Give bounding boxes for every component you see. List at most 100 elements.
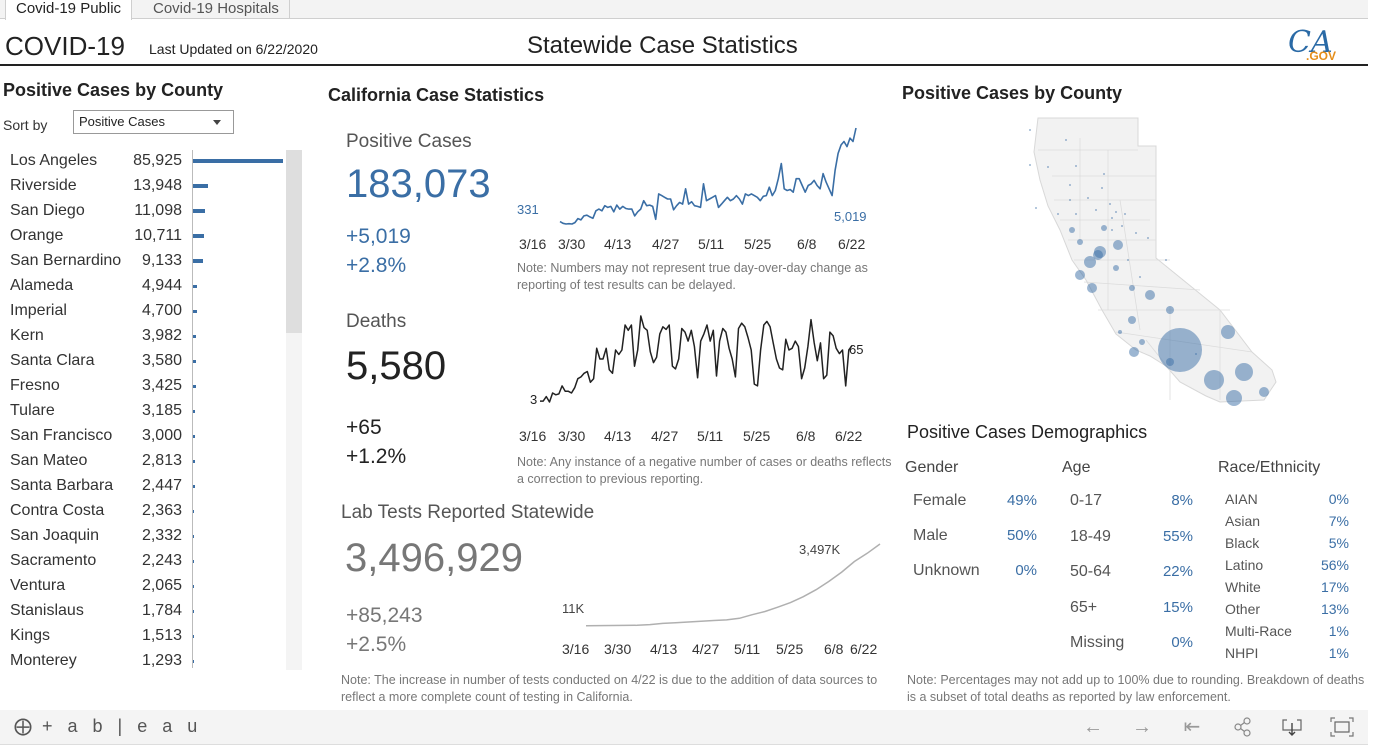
county-bubble xyxy=(1075,270,1085,280)
deaths-note: Note: Any instance of a negative number … xyxy=(517,455,892,486)
county-row[interactable]: Santa Barbara 2,447 xyxy=(0,475,290,500)
redo-icon[interactable]: → xyxy=(1132,716,1152,738)
county-row[interactable]: San Bernardino 9,133 xyxy=(0,250,290,275)
county-bar[interactable] xyxy=(192,635,194,638)
county-name: Kings xyxy=(10,627,51,644)
county-row[interactable]: Orange 10,711 xyxy=(0,225,290,250)
county-bar[interactable] xyxy=(192,485,195,488)
tab-covid-hospitals[interactable]: Covid-19 Hospitals xyxy=(143,0,290,19)
county-bar[interactable] xyxy=(192,335,197,338)
county-row[interactable]: Los Angeles 85,925 xyxy=(0,150,290,175)
county-row[interactable]: Riverside 13,948 xyxy=(0,175,290,200)
lab-tests-tick-label: 4/13 xyxy=(650,641,678,657)
county-bar[interactable] xyxy=(192,385,196,388)
county-name: San Francisco xyxy=(10,427,113,444)
race-value: 1% xyxy=(1328,623,1349,639)
county-bubble xyxy=(1087,283,1097,293)
county-list-scroll-thumb[interactable] xyxy=(286,150,302,333)
sort-by-dropdown[interactable]: Positive Cases xyxy=(73,110,234,134)
county-bar[interactable] xyxy=(192,660,194,663)
undo-icon[interactable]: ← xyxy=(1083,716,1103,738)
positive-cases-sparkline[interactable] xyxy=(559,126,857,226)
lab-tests-total: 3,496,929 xyxy=(345,536,523,580)
county-row[interactable]: Imperial 4,700 xyxy=(0,300,290,325)
revert-icon[interactable]: ⇤ xyxy=(1183,716,1201,738)
county-value: 3,982 xyxy=(141,327,182,344)
county-name: Los Angeles xyxy=(10,152,98,169)
county-bar[interactable] xyxy=(192,460,195,463)
age-label: Missing xyxy=(1070,634,1125,651)
county-bar[interactable] xyxy=(192,510,195,513)
county-bar[interactable] xyxy=(193,234,205,238)
county-name: Orange xyxy=(10,227,64,244)
tableau-logo[interactable]: ⨁ + a b | e a u xyxy=(14,716,202,737)
county-row[interactable]: Sacramento 2,243 xyxy=(0,550,290,575)
fullscreen-icon[interactable] xyxy=(1330,717,1354,739)
gender-value: 49% xyxy=(1006,492,1037,509)
county-bubble xyxy=(1103,173,1105,175)
county-name: Santa Clara xyxy=(10,352,95,369)
county-bubble xyxy=(1259,387,1269,397)
map-bubbles xyxy=(1029,129,1269,406)
county-bubble xyxy=(1111,217,1113,219)
county-row[interactable]: San Joaquin 2,332 xyxy=(0,525,290,550)
county-bar[interactable] xyxy=(192,360,196,363)
county-bar[interactable] xyxy=(192,560,195,563)
county-bar[interactable] xyxy=(192,310,197,313)
county-row[interactable]: Tulare 3,185 xyxy=(0,400,290,425)
county-bubble xyxy=(1084,256,1096,268)
last-updated: Last Updated on 6/22/2020 xyxy=(149,41,318,57)
county-value: 13,948 xyxy=(133,177,182,194)
county-bar[interactable] xyxy=(192,410,196,413)
county-row[interactable]: Alameda 4,944 xyxy=(0,275,290,300)
county-bar[interactable] xyxy=(192,535,195,538)
county-value: 4,944 xyxy=(141,277,182,294)
county-bar[interactable] xyxy=(193,159,283,163)
county-row[interactable]: Kings 1,513 xyxy=(0,625,290,650)
county-value: 2,065 xyxy=(141,577,182,594)
tableau-toolbar: ⨁ + a b | e a u ← → ⇤ xyxy=(0,710,1368,745)
county-bar[interactable] xyxy=(192,285,198,288)
sort-by-label: Sort by xyxy=(3,117,48,133)
sort-by-value: Positive Cases xyxy=(79,114,165,129)
county-bubble xyxy=(1077,239,1083,245)
county-value: 2,363 xyxy=(141,502,182,519)
county-bubble xyxy=(1094,246,1106,258)
county-row[interactable]: Kern 3,982 xyxy=(0,325,290,350)
county-bar[interactable] xyxy=(193,184,208,188)
county-row[interactable]: San Mateo 2,813 xyxy=(0,450,290,475)
county-value: 10,711 xyxy=(134,227,182,244)
county-bar[interactable] xyxy=(193,209,205,213)
california-county-map[interactable] xyxy=(1020,110,1290,410)
county-row[interactable]: Ventura 2,065 xyxy=(0,575,290,600)
county-name: San Diego xyxy=(10,202,85,219)
county-row[interactable]: San Francisco 3,000 xyxy=(0,425,290,450)
county-row[interactable]: Stanislaus 1,784 xyxy=(0,600,290,625)
lab-tests-sparkline[interactable] xyxy=(585,542,881,628)
ca-gov-logo[interactable]: CA .GOV xyxy=(1286,24,1338,62)
county-row[interactable]: Fresno 3,425 xyxy=(0,375,290,400)
deaths-sparkline[interactable] xyxy=(540,314,853,404)
county-value: 9,133 xyxy=(141,252,182,269)
race-label: Multi-Race xyxy=(1225,623,1292,639)
county-value: 4,700 xyxy=(141,302,182,319)
county-bubble xyxy=(1029,129,1031,131)
gender-header: Gender xyxy=(905,459,959,476)
lab-tests-line xyxy=(585,543,881,627)
county-bubble xyxy=(1147,237,1149,239)
county-bubble xyxy=(1226,390,1242,406)
tab-covid-public[interactable]: Covid-19 Public xyxy=(5,0,133,20)
county-bar[interactable] xyxy=(192,585,195,588)
share-icon[interactable] xyxy=(1231,717,1255,739)
county-bar[interactable] xyxy=(192,610,194,613)
county-row[interactable]: San Diego 11,098 xyxy=(0,200,290,225)
county-bar[interactable] xyxy=(193,259,203,263)
race-label: NHPI xyxy=(1225,645,1259,661)
download-icon[interactable] xyxy=(1280,717,1304,739)
county-row[interactable]: Monterey 1,293 xyxy=(0,650,290,675)
county-bar[interactable] xyxy=(192,435,196,438)
deaths-tick-label: 5/11 xyxy=(697,428,724,444)
county-row[interactable]: Contra Costa 2,363 xyxy=(0,500,290,525)
county-row[interactable]: Santa Clara 3,580 xyxy=(0,350,290,375)
gender-label: Female xyxy=(913,492,967,509)
